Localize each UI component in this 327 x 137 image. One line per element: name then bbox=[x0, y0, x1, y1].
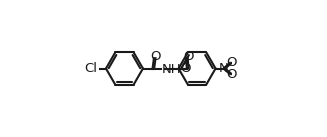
Text: Cl: Cl bbox=[84, 62, 97, 75]
Text: O: O bbox=[226, 56, 237, 69]
Text: N: N bbox=[219, 62, 229, 75]
Text: O: O bbox=[180, 62, 190, 75]
Text: O: O bbox=[226, 68, 237, 81]
Text: NH: NH bbox=[162, 63, 182, 76]
Text: O: O bbox=[183, 50, 194, 63]
Text: O: O bbox=[151, 50, 161, 63]
